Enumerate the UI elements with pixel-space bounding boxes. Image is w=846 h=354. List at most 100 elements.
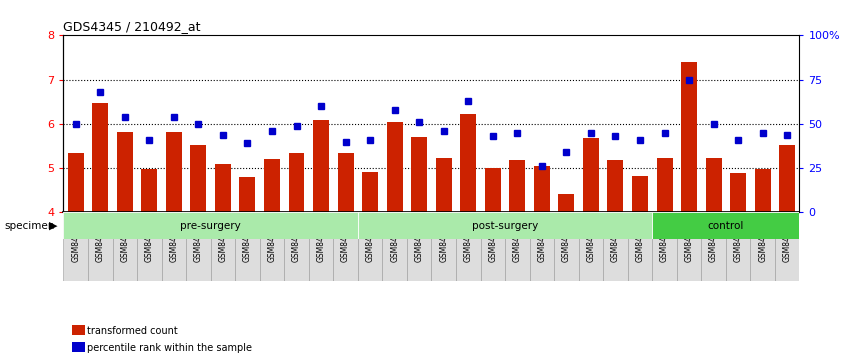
Text: GSM842022: GSM842022 bbox=[316, 216, 326, 262]
Bar bbox=[505, 212, 530, 281]
Bar bbox=[726, 212, 750, 281]
Text: GSM842017: GSM842017 bbox=[194, 216, 203, 262]
Text: specimen: specimen bbox=[4, 221, 55, 231]
Bar bbox=[456, 212, 481, 281]
Bar bbox=[362, 172, 378, 212]
Text: GSM842012: GSM842012 bbox=[71, 216, 80, 262]
Text: GSM842033: GSM842033 bbox=[586, 216, 596, 262]
Bar bbox=[162, 212, 186, 281]
Text: GSM842031: GSM842031 bbox=[537, 216, 547, 262]
Bar bbox=[288, 153, 305, 212]
Bar bbox=[260, 212, 284, 281]
Bar bbox=[190, 145, 206, 212]
Bar bbox=[554, 212, 579, 281]
Text: control: control bbox=[708, 221, 744, 231]
Bar bbox=[88, 212, 113, 281]
Bar bbox=[436, 159, 452, 212]
Text: GSM842030: GSM842030 bbox=[513, 216, 522, 262]
Bar bbox=[485, 168, 501, 212]
Bar bbox=[63, 212, 358, 239]
Bar bbox=[431, 212, 456, 281]
Bar bbox=[407, 212, 431, 281]
Text: pre-surgery: pre-surgery bbox=[180, 221, 241, 231]
Text: GSM842018: GSM842018 bbox=[218, 216, 228, 262]
Bar bbox=[186, 212, 211, 281]
Bar bbox=[481, 212, 505, 281]
Text: GSM842014: GSM842014 bbox=[120, 216, 129, 262]
Bar bbox=[755, 169, 771, 212]
Bar bbox=[607, 160, 624, 212]
Text: GSM842025: GSM842025 bbox=[390, 216, 399, 262]
Bar bbox=[358, 212, 652, 239]
Bar bbox=[656, 159, 673, 212]
Text: GSM842021: GSM842021 bbox=[292, 216, 301, 262]
Text: GSM842037: GSM842037 bbox=[684, 216, 694, 262]
Text: GDS4345 / 210492_at: GDS4345 / 210492_at bbox=[63, 20, 201, 33]
Text: GSM842024: GSM842024 bbox=[365, 216, 375, 262]
Bar bbox=[92, 103, 108, 212]
Bar bbox=[333, 212, 358, 281]
Bar bbox=[68, 153, 84, 212]
Text: GSM842040: GSM842040 bbox=[758, 216, 767, 262]
Text: ▶: ▶ bbox=[49, 221, 58, 231]
Text: GSM842016: GSM842016 bbox=[169, 216, 179, 262]
Bar bbox=[652, 212, 799, 239]
Bar bbox=[313, 120, 329, 212]
Bar bbox=[779, 145, 795, 212]
Text: GSM842032: GSM842032 bbox=[562, 216, 571, 262]
Text: GSM842041: GSM842041 bbox=[783, 216, 792, 262]
Text: transformed count: transformed count bbox=[87, 326, 178, 336]
Bar bbox=[358, 212, 382, 281]
Text: GSM842013: GSM842013 bbox=[96, 216, 105, 262]
Bar bbox=[284, 212, 309, 281]
Bar bbox=[264, 159, 280, 212]
Text: GSM842026: GSM842026 bbox=[415, 216, 424, 262]
Text: GSM842020: GSM842020 bbox=[267, 216, 277, 262]
Bar bbox=[750, 212, 775, 281]
Bar bbox=[113, 212, 137, 281]
Bar bbox=[775, 212, 799, 281]
Text: GSM842039: GSM842039 bbox=[733, 216, 743, 262]
Bar bbox=[730, 173, 746, 212]
Bar bbox=[632, 176, 648, 212]
Bar bbox=[681, 62, 697, 212]
Bar bbox=[141, 169, 157, 212]
Bar bbox=[211, 212, 235, 281]
Text: GSM842019: GSM842019 bbox=[243, 216, 252, 262]
Text: GSM842029: GSM842029 bbox=[488, 216, 497, 262]
Bar bbox=[534, 166, 550, 212]
Text: GSM842036: GSM842036 bbox=[660, 216, 669, 262]
Bar bbox=[411, 137, 427, 212]
Bar bbox=[509, 160, 525, 212]
Text: post-surgery: post-surgery bbox=[472, 221, 538, 231]
Bar bbox=[652, 212, 677, 281]
Text: GSM842035: GSM842035 bbox=[635, 216, 645, 262]
Bar bbox=[628, 212, 652, 281]
Bar bbox=[677, 212, 701, 281]
Bar bbox=[137, 212, 162, 281]
Text: GSM842034: GSM842034 bbox=[611, 216, 620, 262]
Text: percentile rank within the sample: percentile rank within the sample bbox=[87, 343, 252, 353]
Text: GSM842027: GSM842027 bbox=[439, 216, 448, 262]
Bar bbox=[583, 138, 599, 212]
Bar bbox=[235, 212, 260, 281]
Text: GSM842028: GSM842028 bbox=[464, 216, 473, 262]
Bar bbox=[338, 153, 354, 212]
Text: GSM842015: GSM842015 bbox=[145, 216, 154, 262]
Bar bbox=[215, 164, 231, 212]
Bar bbox=[239, 177, 255, 212]
Text: GSM842038: GSM842038 bbox=[709, 216, 718, 262]
Bar bbox=[166, 132, 182, 212]
Bar bbox=[460, 114, 476, 212]
Bar bbox=[603, 212, 628, 281]
Bar bbox=[530, 212, 554, 281]
Bar bbox=[701, 212, 726, 281]
Bar bbox=[117, 132, 133, 212]
Bar bbox=[63, 212, 88, 281]
Text: GSM842023: GSM842023 bbox=[341, 216, 350, 262]
Bar bbox=[558, 194, 574, 212]
Bar bbox=[706, 159, 722, 212]
Bar bbox=[579, 212, 603, 281]
Bar bbox=[382, 212, 407, 281]
Bar bbox=[387, 122, 403, 212]
